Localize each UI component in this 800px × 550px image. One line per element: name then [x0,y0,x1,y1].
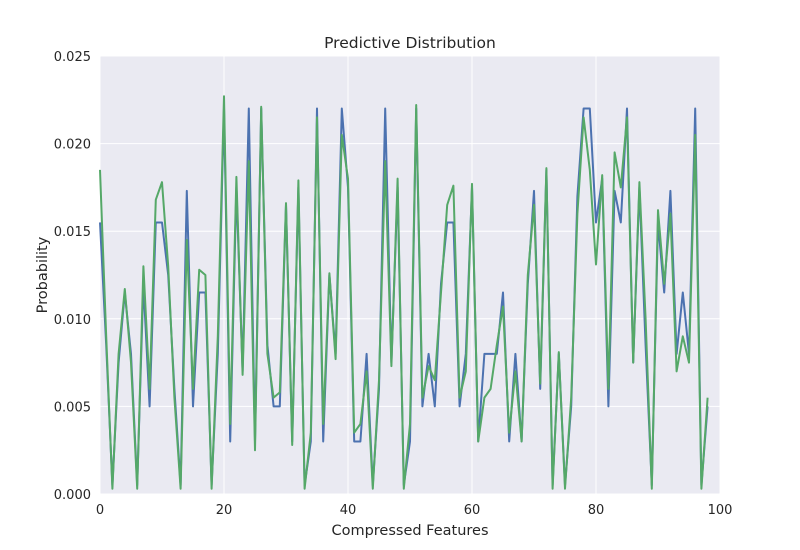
y-tick-label: 0.005 [54,400,91,415]
y-tick-label: 0.015 [54,225,91,240]
y-tick-label: 0.000 [54,488,91,503]
x-tick-label: 20 [216,503,233,518]
x-tick-label: 100 [708,503,733,518]
chart-title: Predictive Distribution [324,34,496,52]
y-tick-label: 0.010 [54,313,91,328]
x-tick-label: 0 [96,503,104,518]
x-tick-label: 40 [340,503,357,518]
x-tick-label: 60 [464,503,481,518]
tick-labels: 0 20 40 60 80 100 0.000 0.005 0.010 0.015 0.020 0.0… [54,50,733,518]
y-tick-label: 0.020 [54,138,91,153]
grid-lines [99,55,721,495]
series-lines [99,95,709,490]
series-line-1 [99,95,709,490]
y-axis-label: Probability [35,236,51,313]
x-axis-label: Compressed Features [331,523,488,539]
x-tick-label: 80 [588,503,605,518]
y-tick-label: 0.025 [54,50,91,65]
